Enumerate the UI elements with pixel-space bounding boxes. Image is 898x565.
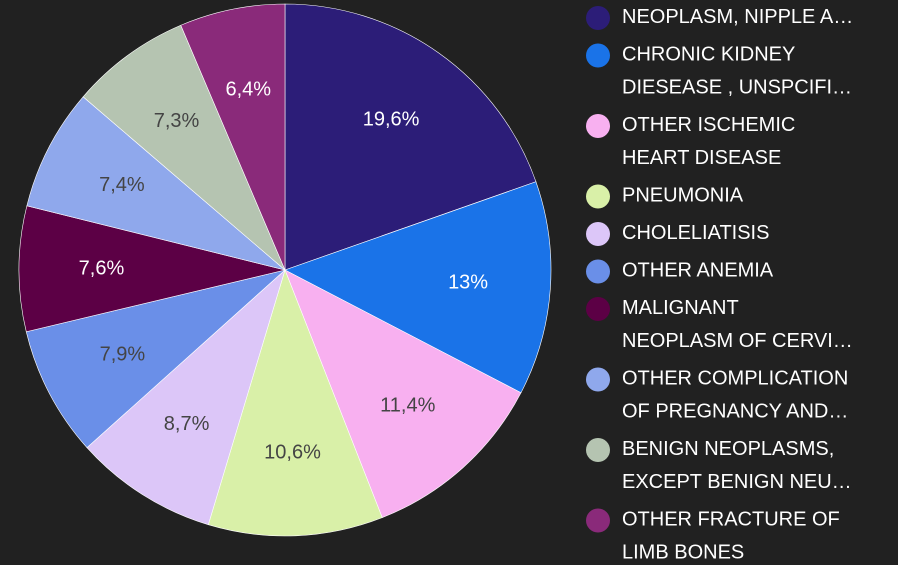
- pie-slice: [284, 269, 522, 518]
- legend-label: BENIGN NEOPLASMS, EXCEPT BENIGN NEU…: [622, 438, 852, 493]
- legend-swatch: [586, 297, 610, 321]
- slice-label: 8,7%: [164, 413, 210, 435]
- legend-swatch: [586, 222, 610, 246]
- slice-label: 7,4%: [99, 174, 145, 196]
- legend-swatch: [586, 259, 610, 284]
- legend-label: CHRONIC KIDNEY DIESEASE , UNSPCIFI…: [622, 44, 852, 99]
- legend-swatch: [586, 508, 610, 533]
- pie-slice: [26, 96, 286, 271]
- legend-swatch: [586, 367, 610, 392]
- pie-slice: [180, 3, 286, 271]
- pie-slice: [284, 181, 552, 394]
- pie-slice: [284, 3, 537, 271]
- legend-label: CHOLELIATISIS: [622, 222, 769, 244]
- pie-slice: [18, 205, 286, 333]
- legend-label: NEOPLASM, NIPPLE A…: [622, 6, 853, 28]
- slice-label: 7,6%: [79, 257, 125, 279]
- legend-swatch: [586, 6, 610, 30]
- legend-swatch: [586, 438, 610, 462]
- legend-label: OTHER COMPLICATION OF PREGNANCY AND…: [622, 368, 848, 423]
- legend-swatch: [586, 114, 610, 138]
- slice-label: 13%: [448, 271, 488, 293]
- legend-swatch: [586, 184, 610, 209]
- pie-slice: [25, 269, 286, 449]
- legend-swatch: [586, 43, 610, 68]
- legend-label: OTHER ANEMIA: [622, 260, 774, 282]
- slice-label: 6,4%: [226, 78, 272, 100]
- pie-slice: [207, 269, 383, 537]
- pie-slice: [82, 24, 286, 271]
- slice-label: 11,4%: [380, 395, 435, 417]
- slice-label: 10,6%: [264, 442, 321, 464]
- slice-label: 7,9%: [100, 343, 146, 365]
- legend-label: MALIGNANT NEOPLASM OF CERVI…: [622, 297, 853, 352]
- legend-label: PNEUMONIA: [622, 185, 744, 207]
- slice-label: 19,6%: [363, 109, 420, 131]
- pie-slice: [86, 269, 286, 526]
- legend-label: OTHER ISCHEMIC HEART DISEASE: [622, 114, 795, 169]
- slice-label: 7,3%: [154, 110, 200, 132]
- legend-label: OTHER FRACTURE OF LIMB BONES: [622, 509, 840, 564]
